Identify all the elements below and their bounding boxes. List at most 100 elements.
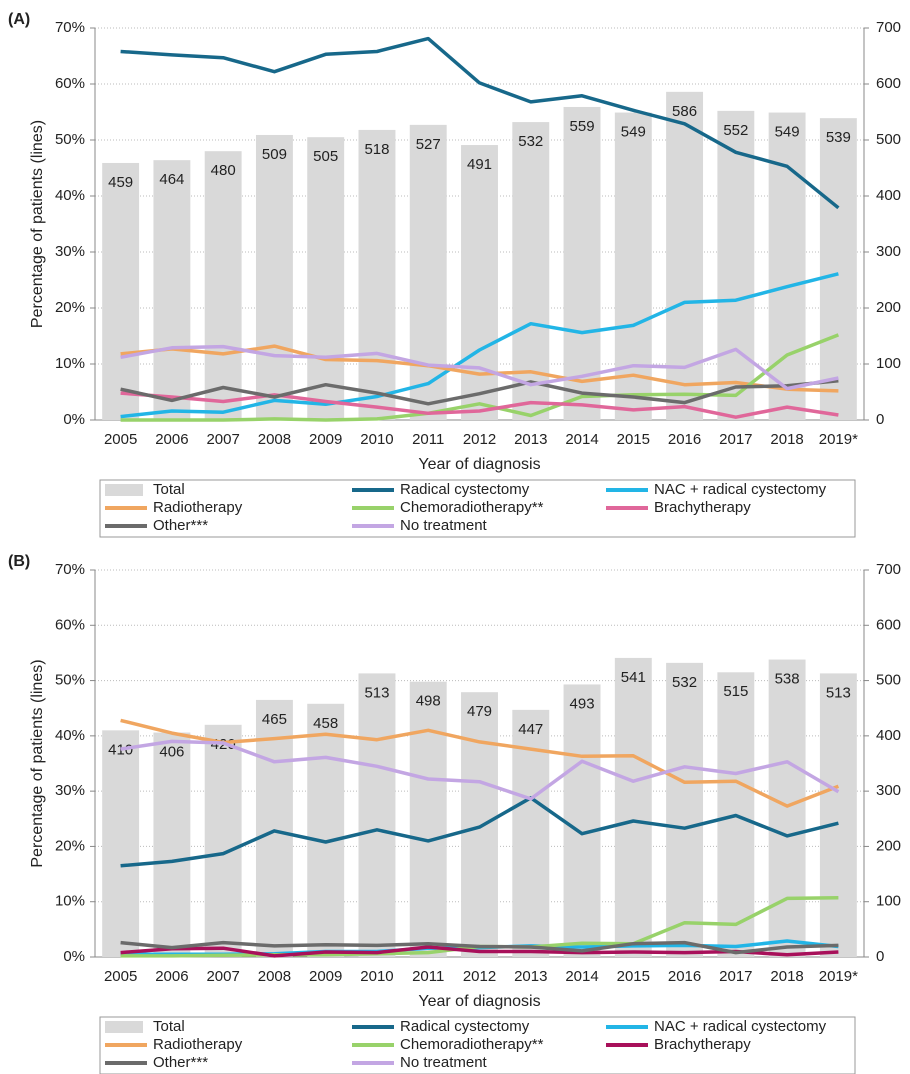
y-tick-label: 10% [55, 893, 85, 910]
y-tick-label: 30% [55, 243, 85, 260]
y2-tick-label: 0 [876, 948, 884, 965]
bar [819, 673, 857, 957]
x-tick-label: 2012 [463, 431, 496, 448]
data-label: 491 [467, 156, 492, 173]
chart-panel: (B) 0% 10% 20% 30% 40% 50% 60% 70% 0 100 200 300 400 5… [8, 553, 901, 1074]
y2-tick-label: 500 [876, 672, 901, 689]
bar [307, 703, 345, 957]
y-tick-label: 0% [63, 948, 85, 965]
bar [358, 673, 396, 957]
x-tick-label: 2011 [412, 968, 444, 985]
legend-label: Other*** [153, 1054, 208, 1071]
x-tick-label: 2019* [819, 968, 858, 985]
data-label: 532 [672, 674, 697, 691]
bar [255, 699, 293, 957]
data-label: 459 [108, 174, 133, 191]
x-tick-label: 2014 [565, 968, 598, 985]
data-label: 559 [570, 118, 595, 135]
bar [102, 162, 140, 420]
legend-box [99, 1016, 856, 1074]
y-tick-label: 0% [63, 411, 85, 428]
legend-label: Other*** [153, 517, 208, 534]
y2-tick-label: 600 [876, 616, 901, 633]
y2-tick-label: 100 [876, 355, 901, 372]
legend-swatch [105, 1021, 143, 1033]
bar [102, 730, 140, 957]
y-axis-title: Percentage of patients (lines) [29, 120, 46, 328]
bar [307, 137, 345, 420]
panel-label: (B) [8, 553, 30, 570]
data-label: 464 [159, 171, 184, 188]
y2-tick-label: 500 [876, 131, 901, 148]
line [120, 36, 840, 210]
bar [768, 112, 806, 420]
data-label: 586 [672, 103, 697, 120]
line [120, 945, 839, 958]
y2-tick-label: 700 [876, 19, 901, 36]
legend-label: No treatment [400, 1054, 488, 1071]
x-tick-label: 2015 [617, 431, 650, 448]
legend-label: Brachytherapy [654, 499, 751, 516]
x-tick-label: 2007 [206, 968, 239, 985]
data-label: 539 [826, 129, 851, 146]
x-tick-label: 2016 [668, 968, 701, 985]
x-tick-label: 2006 [155, 968, 188, 985]
y-tick-label: 50% [55, 131, 85, 148]
bar [461, 692, 498, 957]
y2-tick-label: 100 [876, 893, 901, 910]
legend-label: Brachytherapy [654, 1036, 751, 1053]
x-tick-label: 2018 [770, 431, 803, 448]
bar [666, 662, 704, 957]
data-label: 406 [159, 744, 184, 761]
x-tick-label: 2012 [463, 968, 496, 985]
y-tick-label: 70% [55, 19, 85, 36]
data-label: 498 [416, 693, 441, 710]
data-label: 549 [775, 124, 800, 141]
legend-label: NAC + radical cystectomy [654, 1018, 827, 1035]
x-tick-label: 2005 [104, 968, 137, 985]
x-tick-label: 2017 [719, 431, 752, 448]
x-tick-label: 2015 [617, 968, 650, 985]
y-tick-label: 20% [55, 299, 85, 316]
x-tick-label: 2014 [565, 431, 598, 448]
x-tick-label: 2008 [258, 968, 291, 985]
data-label: 505 [313, 148, 338, 165]
data-label: 549 [621, 124, 646, 141]
legend-label: Radiotherapy [153, 1036, 243, 1053]
data-label: 515 [723, 683, 748, 700]
y-tick-label: 20% [55, 837, 85, 854]
y2-tick-label: 200 [876, 299, 901, 316]
bar [409, 681, 447, 957]
legend-label: Chemoradiotherapy** [400, 499, 544, 516]
x-tick-label: 2010 [360, 431, 393, 448]
bar [768, 659, 806, 957]
bar [255, 134, 293, 420]
legend-label: NAC + radical cystectomy [654, 481, 827, 498]
data-label: 465 [262, 711, 287, 728]
line [120, 739, 840, 801]
bar [614, 657, 652, 957]
line [120, 379, 839, 406]
line [120, 940, 839, 955]
y2-tick-label: 400 [876, 187, 901, 204]
data-label: 493 [570, 695, 595, 712]
x-tick-label: 2005 [104, 431, 137, 448]
y2-tick-label: 700 [876, 561, 901, 578]
bar [563, 684, 601, 957]
bar [666, 91, 704, 420]
data-label: 447 [518, 721, 543, 738]
legend-label: Radiotherapy [153, 499, 243, 516]
y-tick-label: 70% [55, 561, 85, 578]
bar [461, 145, 498, 421]
x-tick-label: 2008 [258, 431, 291, 448]
line [120, 333, 840, 422]
y-tick-label: 40% [55, 187, 85, 204]
legend-label: Radical cystectomy [400, 1018, 530, 1035]
line [120, 344, 839, 391]
x-tick-label: 2007 [206, 431, 239, 448]
x-tick-label: 2009 [309, 968, 342, 985]
bar [204, 724, 242, 957]
legend-swatch [105, 484, 143, 496]
y-tick-label: 60% [55, 616, 85, 633]
data-label: 410 [108, 741, 133, 758]
